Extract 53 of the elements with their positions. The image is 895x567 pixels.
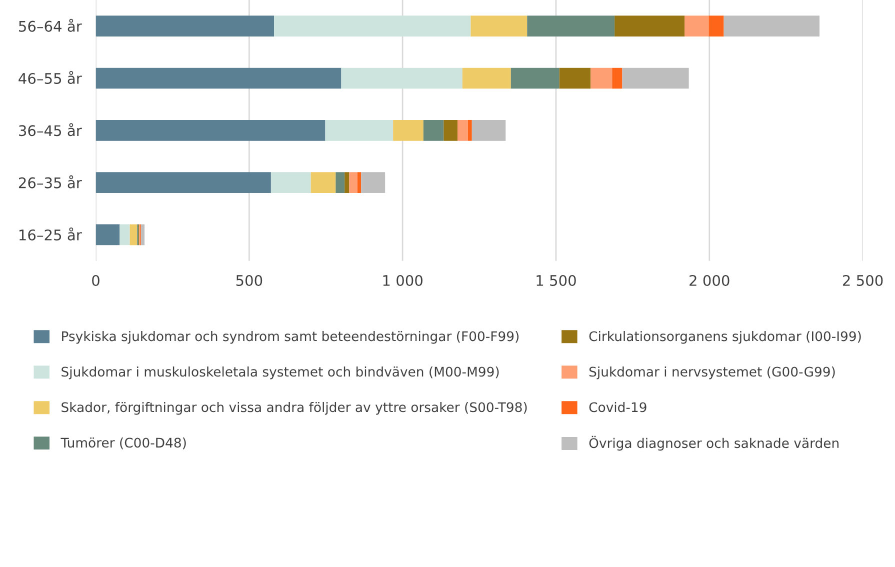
y-tick-label: 16–25 år — [20, 227, 82, 240]
bar — [612, 68, 622, 89]
legend-label: Psykiska sjukdomar och syndrom samt beteendestörningar (F00-F99) — [62, 330, 519, 344]
bar — [270, 172, 311, 194]
bar — [468, 120, 472, 141]
legend-label: Tumörer (C00-D48) — [60, 437, 186, 450]
legend-label: Cirkulationsorganens sjukdomar (I00-I99) — [589, 330, 861, 344]
bar — [423, 120, 444, 141]
bar — [470, 16, 528, 37]
bar — [472, 120, 506, 141]
y-tick-label: 46–55 år — [18, 70, 82, 84]
bar — [724, 16, 820, 37]
y-tick-label: 36–45 år — [19, 123, 82, 136]
bar — [349, 172, 358, 194]
bar — [130, 224, 138, 246]
bar — [357, 172, 362, 194]
bar — [614, 16, 685, 37]
legend-label: Skador, förgiftningar och vissa andra följder av yttre orsaker (S00-T98) — [62, 402, 527, 415]
bar — [336, 172, 345, 194]
bar — [140, 224, 145, 246]
bar — [393, 120, 424, 141]
bar — [590, 68, 612, 89]
bar — [120, 224, 130, 246]
bar — [708, 16, 724, 37]
x-tick-label: 0 — [92, 274, 100, 286]
bar — [361, 172, 386, 194]
legend-label: Sjukdomar i nervsystemet (G00-G99) — [589, 366, 835, 380]
y-tick-label: 26–35 år — [18, 175, 82, 188]
y-tick-label: 56–64 år — [19, 18, 82, 32]
x-tick-label: 1 500 — [536, 274, 576, 286]
x-tick-label: 2 500 — [842, 274, 883, 286]
bar — [96, 68, 342, 89]
bar — [510, 68, 560, 89]
x-tick-label: 2 000 — [690, 274, 730, 286]
bar — [444, 120, 458, 141]
bar — [310, 172, 336, 194]
bar — [457, 120, 468, 141]
bar — [559, 68, 591, 89]
x-tick-label: 1 000 — [383, 274, 422, 286]
x-tick-label: 500 — [236, 274, 262, 286]
bar — [622, 68, 689, 89]
legend-label: Covid-19 — [589, 402, 646, 412]
bar — [325, 120, 394, 141]
bar — [462, 68, 511, 89]
bar — [96, 16, 274, 37]
bar — [684, 16, 709, 37]
bar — [96, 120, 326, 141]
bar — [96, 224, 120, 246]
legend-label: Sjukdomar i muskuloskeletala systemet och bindväven (M00-M99) — [62, 366, 499, 380]
legend-label: Övriga diagnoser och saknade värden — [589, 436, 838, 451]
bar — [96, 172, 271, 194]
bar — [344, 172, 350, 194]
bar — [527, 16, 615, 37]
